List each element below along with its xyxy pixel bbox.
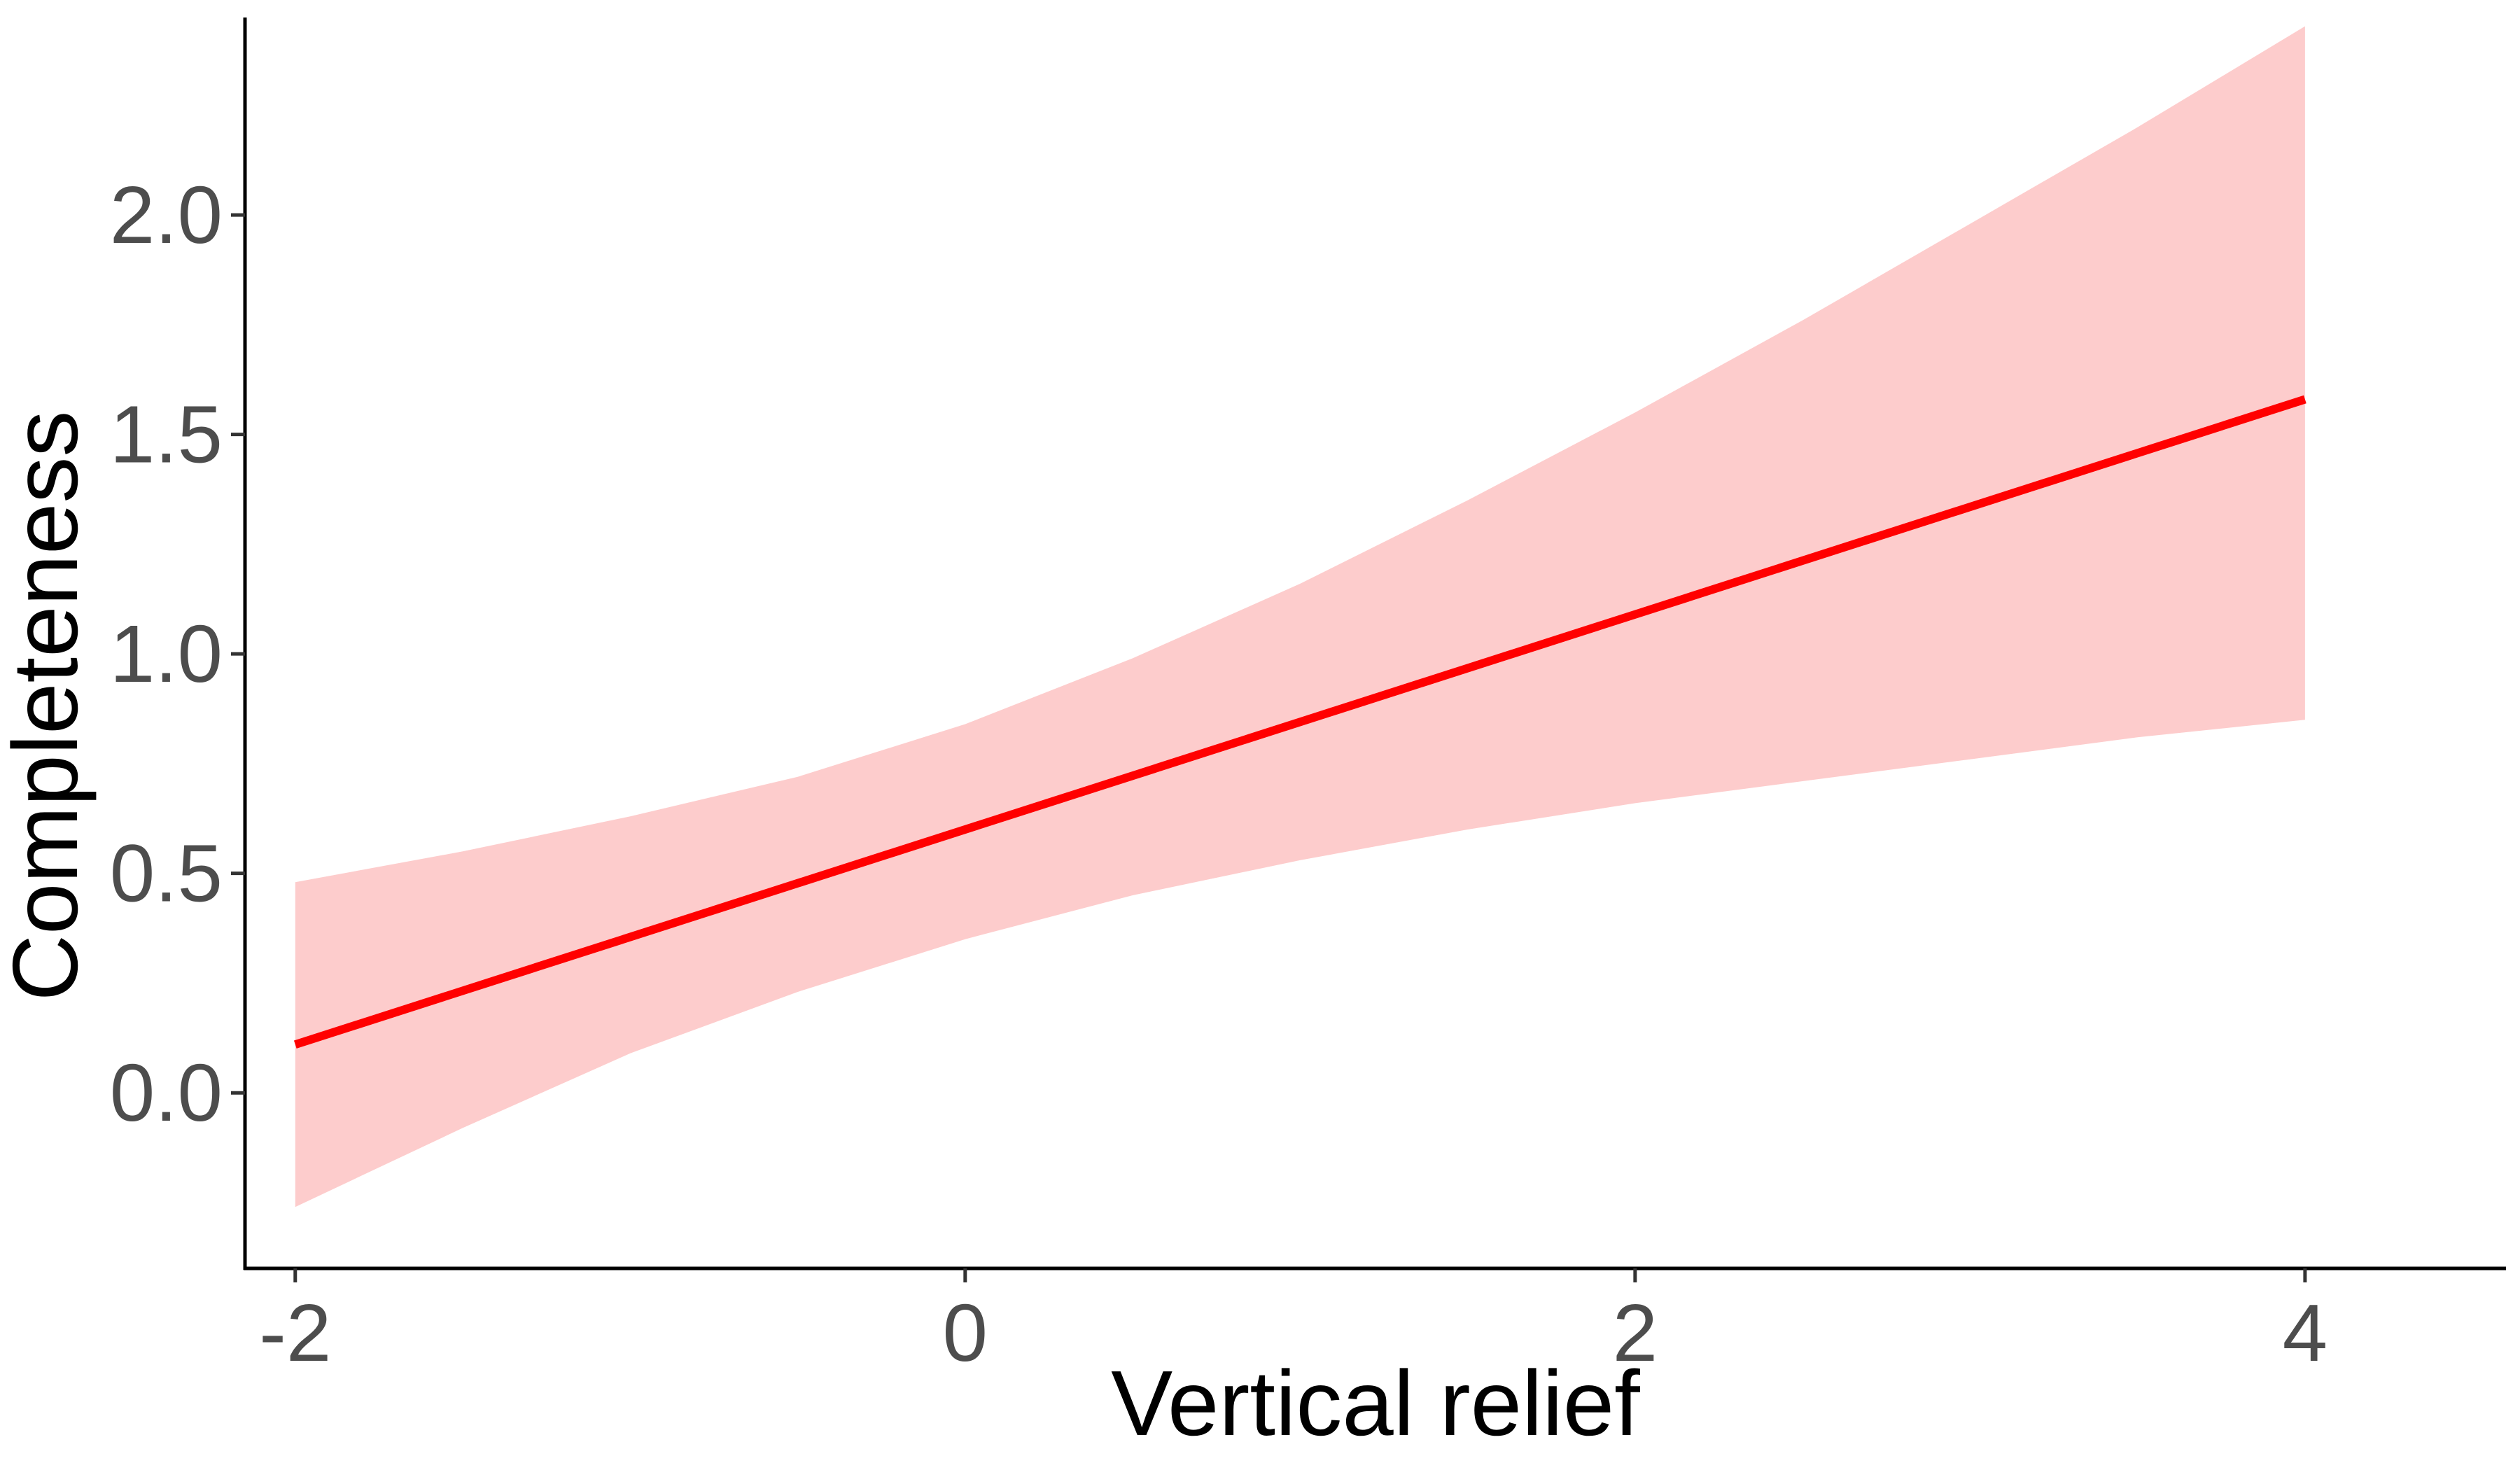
x-tick-label: 0 <box>943 1287 988 1378</box>
y-axis-title: Completeness <box>0 411 97 1002</box>
ticks: -2 0 2 4 0.0 0.5 1.0 1.5 2.0 <box>110 169 2328 1378</box>
x-tick-label: 4 <box>2283 1287 2328 1378</box>
x-axis-title: Vertical relief <box>1111 1352 1640 1455</box>
fit-line-0 <box>293 395 2306 1049</box>
plot-area <box>293 26 2306 1208</box>
y-tick-label: 1.0 <box>110 608 223 699</box>
confidence-band <box>295 26 2305 1208</box>
x-tick-label: 2 <box>1613 1287 1658 1378</box>
y-tick-label: 2.0 <box>110 169 223 260</box>
y-tick-label: 0.0 <box>110 1047 223 1138</box>
y-tick-label: 1.5 <box>110 389 223 480</box>
x-tick-label: -2 <box>259 1287 331 1378</box>
y-tick-label: 0.5 <box>110 828 223 919</box>
axes <box>243 18 2506 1270</box>
